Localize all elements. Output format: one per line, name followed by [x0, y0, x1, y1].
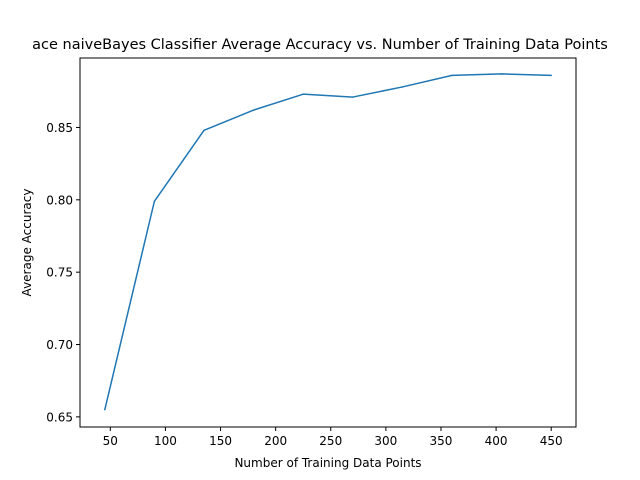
y-tick-label: 0.70 — [46, 338, 73, 352]
data-point — [104, 408, 106, 411]
x-tick-label: 100 — [154, 434, 177, 448]
data-point — [153, 200, 156, 203]
x-tick-label: 400 — [485, 434, 508, 448]
x-tick-label: 300 — [374, 434, 397, 448]
y-tick-label: 0.85 — [46, 121, 73, 135]
x-tick-label: 350 — [430, 434, 453, 448]
plot-frame — [79, 57, 577, 428]
data-point — [203, 129, 205, 132]
x-tick-label: 150 — [209, 434, 232, 448]
data-point — [451, 74, 453, 77]
y-tick-label: 0.75 — [46, 266, 73, 280]
data-point — [352, 96, 354, 98]
y-tick-label: 0.65 — [46, 410, 73, 424]
accuracy-series-line — [104, 73, 552, 410]
chart-title: ace naiveBayes Classifier Average Accura… — [32, 37, 608, 53]
data-point — [500, 73, 503, 75]
data-point — [252, 109, 255, 111]
y-axis-label: Average Accuracy — [20, 189, 34, 297]
x-axis-label: Number of Training Data Points — [234, 456, 421, 470]
data-point — [550, 74, 552, 77]
y-tick-label: 0.80 — [46, 193, 73, 207]
x-tick-label: 50 — [103, 434, 118, 448]
data-point — [302, 93, 304, 95]
x-tick-label: 200 — [264, 434, 287, 448]
x-tick-label: 250 — [319, 434, 342, 448]
data-point — [401, 86, 404, 88]
x-tick-label: 450 — [540, 434, 563, 448]
